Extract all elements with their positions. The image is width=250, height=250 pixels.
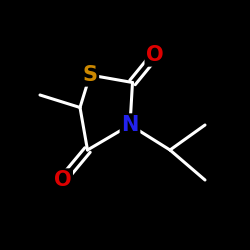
Text: O: O [146, 45, 164, 65]
Text: N: N [121, 115, 139, 135]
Text: O: O [54, 170, 71, 190]
Text: S: S [82, 65, 98, 85]
